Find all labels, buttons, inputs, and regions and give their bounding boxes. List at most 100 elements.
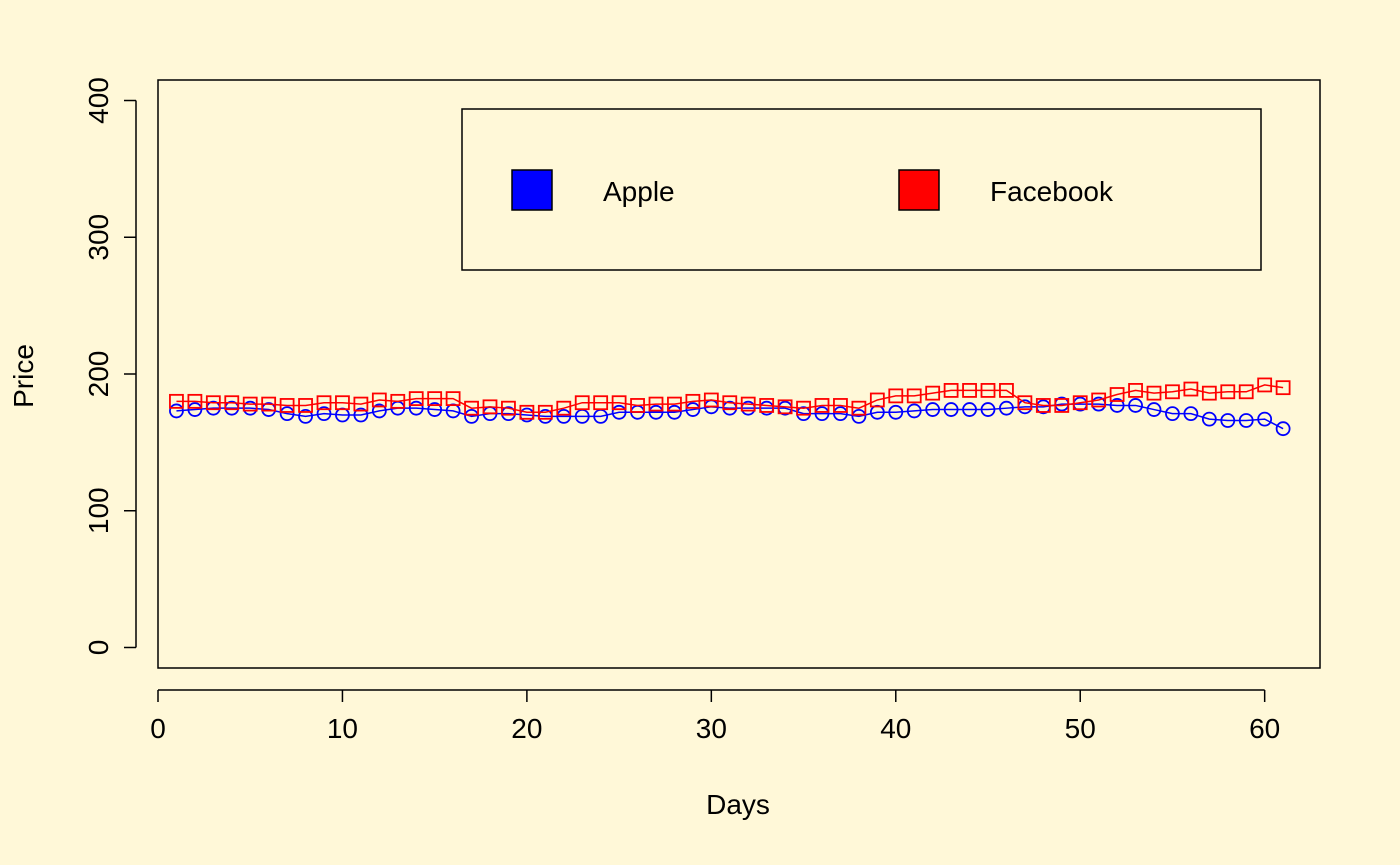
data-point-apple [187, 402, 203, 417]
data-point-apple [169, 403, 184, 419]
data-point-facebook [796, 400, 811, 416]
data-point-facebook [1257, 377, 1273, 393]
data-point-apple [1165, 406, 1180, 422]
data-point-facebook [482, 399, 498, 415]
y-tick-label: 0 [83, 640, 114, 656]
data-point-facebook [980, 383, 996, 398]
data-point-facebook [464, 400, 479, 416]
data-point-facebook [685, 393, 701, 409]
data-point-facebook [1238, 384, 1254, 400]
data-point-facebook [1091, 392, 1107, 408]
data-point-facebook [630, 398, 645, 413]
y-tick-label: 400 [83, 77, 114, 124]
data-point-facebook [1017, 395, 1033, 411]
data-point-facebook [593, 395, 609, 411]
data-point-apple [888, 404, 904, 420]
data-point-apple [685, 402, 701, 417]
data-point-facebook [906, 388, 922, 404]
data-point-facebook [759, 398, 775, 413]
data-point-facebook [390, 393, 406, 409]
data-point-apple [1109, 398, 1125, 413]
data-point-apple [611, 404, 627, 420]
x-tick-label: 0 [150, 713, 166, 744]
data-point-facebook [648, 396, 664, 412]
data-point-facebook [869, 392, 885, 408]
data-point-apple [353, 407, 369, 423]
data-point-apple [1238, 413, 1254, 428]
data-point-facebook [1035, 398, 1051, 413]
data-point-apple [1220, 413, 1236, 428]
legend-swatch-apple [511, 169, 553, 211]
data-point-facebook [1054, 398, 1070, 413]
y-tick-label: 200 [83, 351, 114, 398]
data-point-apple [1201, 411, 1217, 427]
data-point-apple [427, 402, 443, 417]
data-point-facebook [888, 388, 904, 404]
data-point-apple [298, 408, 313, 424]
data-point-apple [1183, 406, 1199, 422]
data-point-apple [1146, 402, 1162, 417]
data-point-apple [371, 403, 387, 419]
data-point-facebook [519, 404, 535, 420]
data-point-facebook [814, 398, 830, 413]
data-point-apple [316, 406, 332, 422]
data-point-apple [943, 402, 959, 417]
data-point-facebook [408, 391, 424, 407]
data-point-facebook [298, 398, 313, 413]
data-point-facebook [1146, 385, 1162, 401]
data-point-apple [648, 404, 664, 420]
data-point-facebook [722, 395, 738, 411]
data-point-facebook [833, 398, 848, 413]
data-point-facebook [335, 395, 350, 411]
y-tick-label: 100 [83, 487, 114, 534]
data-point-facebook [1183, 381, 1199, 397]
y-axis-title: Price [8, 344, 39, 408]
data-point-apple [1128, 398, 1143, 413]
data-point-facebook [261, 396, 277, 412]
data-point-apple [1275, 421, 1291, 437]
data-point-apple [556, 408, 572, 424]
data-point-apple [999, 400, 1014, 416]
data-point-apple [279, 406, 295, 422]
series-line-facebook [176, 384, 1284, 414]
data-point-facebook [205, 395, 221, 411]
data-point-apple [1257, 411, 1273, 427]
data-point-facebook [703, 392, 719, 408]
legend-swatch-facebook [898, 169, 940, 211]
data-point-apple [925, 402, 941, 417]
data-point-facebook [574, 395, 590, 411]
data-point-facebook [777, 399, 793, 415]
x-tick-label: 10 [327, 713, 358, 744]
data-point-apple [833, 406, 848, 422]
data-point-apple [814, 406, 830, 422]
x-tick-label: 50 [1065, 713, 1096, 744]
data-point-facebook [1128, 383, 1143, 398]
data-point-facebook [242, 396, 258, 412]
data-point-facebook [187, 393, 203, 409]
series-line-apple [176, 403, 1284, 430]
data-point-facebook [943, 383, 959, 398]
data-point-facebook [427, 391, 443, 407]
data-point-apple [906, 403, 922, 419]
data-point-apple [980, 402, 996, 417]
data-point-facebook [1201, 385, 1217, 401]
data-point-facebook [1109, 387, 1125, 402]
data-point-facebook [667, 396, 682, 412]
y-tick-label: 300 [83, 214, 114, 261]
data-point-facebook [1275, 380, 1291, 396]
data-point-facebook [999, 383, 1014, 398]
data-point-facebook [169, 393, 184, 409]
plot-frame [157, 79, 1321, 669]
data-point-facebook [1165, 384, 1180, 400]
data-point-facebook [537, 404, 553, 420]
data-point-apple [962, 402, 977, 417]
data-point-facebook [501, 400, 516, 416]
legend-label-facebook: Facebook [990, 176, 1114, 207]
data-point-apple [667, 404, 682, 420]
data-point-facebook [1220, 384, 1236, 400]
legend-label-apple: Apple [603, 176, 675, 207]
data-point-facebook [353, 396, 369, 412]
data-point-facebook [851, 400, 867, 416]
legend-box [461, 108, 1262, 271]
